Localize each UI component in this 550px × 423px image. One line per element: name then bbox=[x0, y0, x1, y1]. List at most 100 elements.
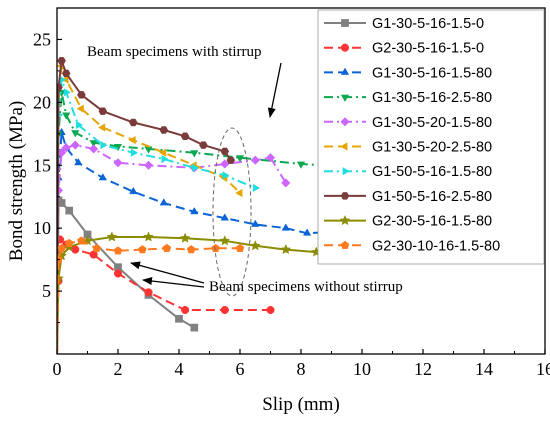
data-point-G1-30-5-20-1.5-80-9 bbox=[220, 159, 230, 169]
legend-marker bbox=[340, 43, 350, 52]
data-point-G2-30-10-16-1.5-80-7 bbox=[138, 245, 147, 254]
legend-item-G1-30-5-20-2.5-80: G1-30-5-20-2.5-80 bbox=[324, 140, 492, 156]
x-tick-label: 4 bbox=[175, 359, 184, 379]
legend-item-G1-30-5-20-1.5-80: G1-30-5-20-1.5-80 bbox=[324, 115, 492, 131]
annotation-with-stirrup-ellipse bbox=[212, 127, 252, 297]
data-point-G2-30-10-16-1.5-80-6 bbox=[113, 246, 123, 255]
data-point-G1-30-5-16-1.5-0-7 bbox=[175, 314, 183, 323]
data-point-G1-30-5-20-1.5-80-4 bbox=[70, 140, 80, 150]
annotation-with-stirrup: Beam specimens with stirrup bbox=[87, 44, 282, 297]
legend-label: G2-30-10-16-1.5-80 bbox=[372, 238, 500, 254]
data-point-G1-30-5-16-2.5-80-8 bbox=[190, 150, 199, 158]
series-G1-50-5-16-2.5-80 bbox=[57, 57, 236, 354]
series-line-G1-30-5-16-1.5-0 bbox=[57, 199, 195, 354]
series-line-G1-30-5-20-1.5-80 bbox=[57, 144, 287, 354]
legend-item-G2-30-5-16-1.5-80: G2-30-5-16-1.5-80 bbox=[324, 214, 492, 230]
data-point-G1-30-5-20-1.5-80-10 bbox=[250, 155, 260, 165]
x-tick-label: 14 bbox=[475, 359, 493, 379]
x-tick-label: 2 bbox=[114, 359, 123, 379]
legend-item-G1-50-5-16-1.5-80: G1-50-5-16-1.5-80 bbox=[324, 164, 492, 180]
legend-marker bbox=[340, 94, 350, 102]
data-point-G1-50-5-16-1.5-80-5 bbox=[100, 140, 108, 150]
legend-item-G1-30-5-16-1.5-80: G1-30-5-16-1.5-80 bbox=[324, 65, 492, 81]
data-point-G1-30-5-16-2.5-80-10 bbox=[296, 161, 306, 169]
data-point-G1-50-5-16-2.5-80-5 bbox=[98, 107, 108, 115]
series-G1-30-5-16-1.5-0 bbox=[57, 196, 199, 354]
series-line-G1-50-5-16-2.5-80 bbox=[57, 59, 232, 354]
annotation-with-stirrup-arrow bbox=[267, 62, 282, 118]
legend-label: G1-30-5-16-1.5-80 bbox=[372, 65, 492, 81]
data-point-G1-50-5-16-2.5-80-4 bbox=[77, 91, 86, 99]
series-line-G2-30-5-16-1.5-0 bbox=[57, 238, 271, 354]
legend: G1-30-5-16-1.5-0 G2-30-5-16-1.5-0 G1-30-5-… bbox=[317, 9, 545, 265]
data-point-G2-30-10-16-1.5-80-8 bbox=[162, 243, 172, 252]
data-point-G1-30-5-16-1.5-80-11 bbox=[281, 223, 290, 231]
data-point-G2-30-5-16-1.5-0-8 bbox=[181, 305, 190, 315]
series-line-G1-30-5-16-2.5-80 bbox=[57, 91, 363, 354]
legend-marker bbox=[340, 240, 350, 249]
legend-label: G1-30-5-16-1.5-0 bbox=[372, 16, 484, 32]
legend-label: G1-30-5-16-2.5-80 bbox=[372, 90, 492, 106]
legend-item-G1-30-5-16-2.5-80: G1-30-5-16-2.5-80 bbox=[324, 90, 492, 106]
y-tick-label: 20 bbox=[33, 92, 51, 112]
annotation-without-stirrup-arrow-2 bbox=[142, 277, 205, 288]
x-tick-label: 8 bbox=[297, 359, 306, 379]
legend-label: G2-30-5-16-1.5-0 bbox=[372, 41, 484, 57]
data-point-G2-30-10-16-1.5-80-5 bbox=[92, 243, 101, 252]
data-point-G1-50-5-16-2.5-80-10 bbox=[220, 147, 230, 156]
data-point-G1-50-5-16-2.5-80-8 bbox=[180, 132, 190, 141]
y-tick-label: 15 bbox=[33, 155, 51, 175]
data-point-G1-30-5-20-2.5-80-6 bbox=[128, 135, 136, 145]
legend-box bbox=[317, 9, 545, 265]
data-point-G2-30-5-16-1.5-0-6 bbox=[113, 269, 123, 278]
data-point-G1-30-5-16-1.5-80-10 bbox=[251, 219, 260, 227]
series-G1-30-5-20-1.5-80 bbox=[57, 140, 291, 354]
series-line-G1-50-5-16-1.5-80 bbox=[57, 78, 256, 354]
data-point-G2-30-5-16-1.5-80-6 bbox=[143, 231, 154, 242]
data-point-G1-50-5-16-2.5-80-3 bbox=[61, 69, 71, 78]
data-point-G1-30-5-20-1.5-80-5 bbox=[88, 144, 99, 154]
annotation-without-stirrup: Beam specimens without stirrup bbox=[130, 261, 403, 295]
data-point-G2-30-10-16-1.5-80-2 bbox=[57, 243, 66, 252]
x-tick-label: 12 bbox=[414, 359, 432, 379]
data-point-G1-50-5-16-1.5-80-7 bbox=[161, 154, 169, 164]
data-point-G1-50-5-16-1.5-80-10 bbox=[252, 183, 261, 193]
data-point-G2-30-5-16-1.5-80-7 bbox=[179, 232, 191, 243]
legend-marker bbox=[340, 192, 350, 200]
legend-marker bbox=[340, 67, 350, 75]
legend-label: G2-30-5-16-1.5-80 bbox=[372, 214, 492, 230]
axis-ticks: 0 2 4 6 8 10 12 14 16 5 10 15 20 25 bbox=[33, 29, 550, 379]
y-axis-title: Bond strength (MPa) bbox=[6, 101, 27, 261]
x-tick-label: 6 bbox=[236, 359, 245, 379]
annotation-without-stirrup-text: Beam specimens without stirrup bbox=[209, 279, 403, 295]
data-point-G1-50-5-16-1.5-80-3 bbox=[63, 88, 72, 97]
data-point-G1-50-5-16-1.5-80-8 bbox=[191, 163, 200, 172]
data-point-G1-30-5-16-1.5-0-8 bbox=[190, 323, 199, 332]
data-point-G2-30-10-16-1.5-80-3 bbox=[64, 238, 74, 247]
data-point-G1-30-5-16-2.5-80-9 bbox=[235, 155, 245, 163]
data-point-G2-30-5-16-1.5-0-9 bbox=[220, 305, 229, 315]
data-point-G2-30-5-16-1.5-80-5 bbox=[106, 231, 118, 242]
data-point-G1-30-5-16-1.5-80-12 bbox=[302, 228, 312, 236]
legend-item-G1-50-5-16-2.5-80: G1-50-5-16-2.5-80 bbox=[324, 189, 492, 205]
data-point-G1-50-5-16-2.5-80-6 bbox=[129, 118, 138, 127]
series-G2-30-10-16-1.5-80 bbox=[57, 236, 245, 354]
annotation-with-stirrup-text: Beam specimens with stirrup bbox=[87, 44, 262, 60]
legend-label: G1-30-5-20-2.5-80 bbox=[372, 140, 492, 156]
y-tick-label: 5 bbox=[42, 281, 51, 301]
legend-marker bbox=[342, 167, 350, 176]
data-point-G1-30-5-20-2.5-80-10 bbox=[235, 188, 243, 198]
data-point-G1-30-5-20-2.5-80-5 bbox=[97, 123, 106, 132]
data-point-G1-30-5-16-2.5-80-5 bbox=[89, 140, 98, 148]
data-point-G2-30-10-16-1.5-80-4 bbox=[77, 236, 86, 245]
data-point-G2-30-5-16-1.5-0-10 bbox=[266, 305, 275, 315]
data-point-G2-30-5-16-1.5-0-5 bbox=[89, 250, 98, 259]
x-tick-label: 16 bbox=[536, 359, 550, 379]
data-point-G1-30-5-16-1.5-80-5 bbox=[98, 173, 107, 181]
data-point-G1-30-5-16-2.5-80-4 bbox=[71, 130, 80, 138]
legend-label: G1-50-5-16-2.5-80 bbox=[372, 189, 492, 205]
data-point-G1-30-5-20-1.5-80-6 bbox=[113, 158, 123, 168]
legend-marker bbox=[340, 142, 348, 151]
legend-label: G1-30-5-20-1.5-80 bbox=[372, 115, 492, 131]
